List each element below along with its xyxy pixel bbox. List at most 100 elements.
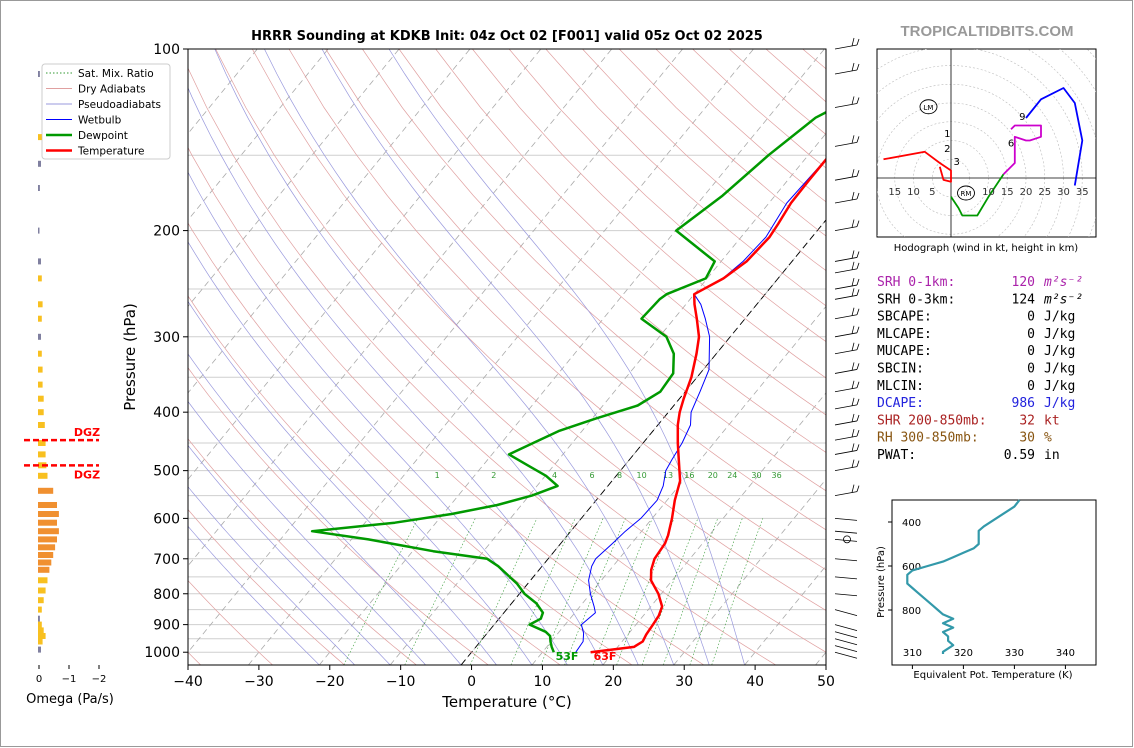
wind-barb: [834, 631, 858, 639]
hodograph-trace: [883, 150, 952, 183]
wind-barb-flag: [851, 325, 855, 334]
wind-barb-flag: [856, 343, 860, 350]
omega-bar: [38, 511, 59, 517]
x-tick-label: 0: [467, 674, 476, 690]
wind-barb-flag: [851, 135, 855, 144]
y-tick-label: 100: [153, 42, 180, 58]
stat-value: 0: [1027, 362, 1035, 377]
hodograph-tick-label: 35: [1076, 187, 1089, 198]
wind-barb-flag: [851, 169, 855, 178]
legend: Sat. Mix. Ratio Dry Adiabats Pseudoadiabat…: [41, 63, 171, 160]
x-tick-label: 40: [746, 674, 764, 690]
wind-barb: [834, 651, 858, 659]
omega-bar: [38, 606, 42, 613]
dry-adiabat: [398, 49, 826, 453]
mixing-ratio-line: [663, 518, 718, 665]
wind-barb-flag: [856, 326, 860, 333]
theta-e-x-tick-label: 340: [1056, 648, 1075, 659]
y-tick-label: 900: [153, 618, 180, 634]
pseudoadiabat: [188, 486, 355, 665]
hodograph-trace: [1025, 87, 1084, 186]
dry-adiabat: [362, 49, 826, 492]
hodograph-height-label: 3: [953, 157, 959, 168]
mixing-ratio-label: 10: [637, 471, 647, 480]
sfc-dewpoint-label: 53F: [556, 650, 579, 663]
omega-bar: [38, 528, 59, 535]
stats-table: SRH 0-1km: 120 m²s⁻² SRH 0-3km: 124 m²s⁻² SBCA…: [877, 275, 1083, 463]
omega-bar: [38, 258, 41, 265]
legend-label: Sat. Mix. Ratio: [78, 68, 154, 80]
wind-barb-flag: [851, 62, 855, 72]
omega-bar: [38, 597, 44, 604]
mixing-ratio-label: 36: [772, 471, 782, 480]
wind-barb-flag: [851, 397, 855, 406]
wind-barb: [834, 450, 858, 455]
wind-barb-flag: [851, 362, 855, 371]
dry-adiabat: [215, 49, 826, 653]
profile-wetbulb: [575, 158, 826, 653]
isotherm: [602, 392, 826, 665]
theta-e-y-tick-label: 800: [902, 606, 921, 617]
wind-barb-flag: [851, 219, 855, 228]
dry-adiabat: [472, 49, 826, 379]
legend-label: Wetbulb: [78, 115, 122, 127]
dry-adiabat: [188, 438, 417, 665]
hodograph-tick-label: 15: [888, 187, 901, 198]
isotherm: [188, 49, 683, 653]
omega-bar: [38, 633, 46, 639]
wind-barb-flag: [856, 38, 860, 46]
omega-bar: [38, 487, 54, 494]
stat-label: SBCAPE:: [877, 310, 932, 325]
stat-unit: J/kg: [1044, 379, 1075, 394]
hodograph-tick-label: 25: [1038, 187, 1051, 198]
omega-bar: [38, 638, 43, 645]
wind-barb-flag: [851, 484, 855, 493]
theta-e-xlabel: Equivalent Pot. Temperature (K): [913, 670, 1072, 681]
omega-panel: DGZ DGZ 0 −1 −2: [24, 71, 106, 685]
omega-xlabel: Omega (Pa/s): [26, 692, 114, 707]
omega-bar: [38, 275, 42, 282]
omega-bar: [38, 559, 52, 566]
x-tick-label: −10: [386, 674, 416, 690]
wind-barb: [834, 198, 858, 204]
x-tick-label: −30: [244, 674, 274, 690]
skewt-xlabel: Temperature (°C): [441, 693, 571, 711]
isotherm: [188, 49, 542, 480]
wind-barb: [834, 404, 858, 410]
omega-bar: [38, 451, 46, 458]
x-tick-label: 20: [604, 674, 622, 690]
omega-bar: [38, 552, 54, 558]
omega-bar: [38, 502, 57, 508]
hodograph-tick-label: 10: [982, 187, 995, 198]
mixing-ratio-label: 6: [589, 471, 594, 480]
wind-barb-flag: [856, 414, 860, 422]
mixing-ratio-label: 1: [435, 471, 440, 480]
pseudoadiabat: [188, 300, 497, 665]
mixing-ratio-label: 2: [491, 471, 496, 480]
wind-barb: [834, 576, 858, 580]
storm-motion-label: RM: [961, 190, 972, 198]
wind-barb: [834, 466, 858, 472]
mixing-ratio-line: [711, 518, 764, 665]
mixing-ratio-label: 20: [708, 471, 718, 480]
wind-barb: [834, 609, 858, 617]
hodograph-grid: 15 10 5 10 15 20 25 30 35 1 23 6 9 LM RM: [877, 49, 1096, 237]
theta-e-ylabel: Pressure (hPa): [876, 546, 887, 618]
stat-value: 986: [1012, 396, 1035, 411]
omega-bar: [38, 160, 41, 167]
wind-barb: [834, 491, 858, 496]
mixing-ratio-line: [616, 518, 675, 665]
wind-barb: [834, 257, 858, 262]
isotherm: [673, 478, 826, 665]
y-tick-label: 700: [153, 552, 180, 568]
omega-bar: [38, 422, 45, 428]
stat-label: DCAPE:: [877, 396, 924, 411]
wind-barb: [834, 294, 858, 300]
wind-barb-flag: [856, 308, 860, 315]
omega-bar: [38, 409, 44, 416]
pseudoadiabat: [388, 49, 745, 665]
wind-barb: [834, 226, 858, 231]
storm-motion-label: LM: [924, 104, 934, 112]
wind-barb-flag: [856, 485, 860, 492]
